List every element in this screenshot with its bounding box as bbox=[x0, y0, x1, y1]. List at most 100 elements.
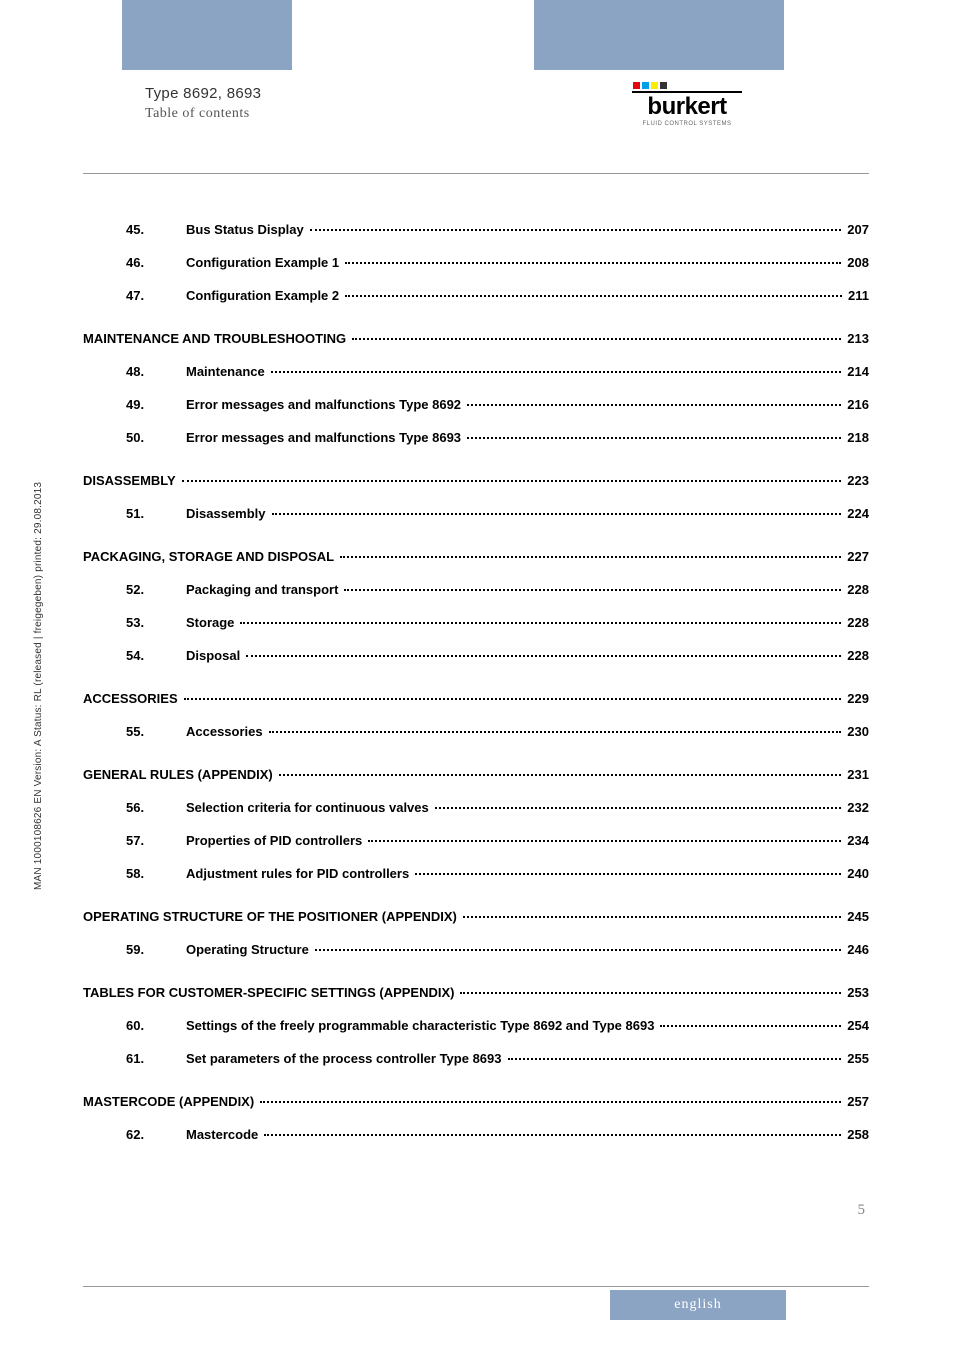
toc-number: 51. bbox=[83, 506, 186, 521]
toc-item[interactable]: 58.Adjustment rules for PID controllers2… bbox=[83, 866, 869, 881]
logo-tagline: FLUID CONTROL SYSTEMS bbox=[632, 121, 742, 127]
toc-number: 46. bbox=[83, 255, 186, 270]
toc-item[interactable]: 62.Mastercode 258 bbox=[83, 1127, 869, 1142]
toc-title: Operating Structure bbox=[186, 942, 313, 957]
toc-number: 47. bbox=[83, 288, 186, 303]
toc-page: 253 bbox=[843, 985, 869, 1000]
header-title: Type 8692, 8693 bbox=[145, 85, 261, 102]
toc-page: 231 bbox=[843, 767, 869, 782]
logo-squares bbox=[633, 82, 742, 89]
toc-leader bbox=[310, 229, 842, 231]
toc-leader bbox=[184, 698, 842, 700]
toc-leader bbox=[467, 404, 841, 406]
toc-title: Disposal bbox=[186, 648, 244, 663]
toc-number: 56. bbox=[83, 800, 186, 815]
toc-leader bbox=[260, 1101, 841, 1103]
toc-title: Configuration Example 2 bbox=[186, 288, 343, 303]
toc-leader bbox=[269, 731, 842, 733]
toc-section[interactable]: PACKAGING, STORAGE AND DISPOSAL 227 bbox=[83, 549, 869, 564]
header-bars bbox=[0, 0, 954, 85]
toc-item[interactable]: 56.Selection criteria for continuous val… bbox=[83, 800, 869, 815]
language-tab: english bbox=[610, 1290, 786, 1320]
toc-item[interactable]: 46.Configuration Example 1208 bbox=[83, 255, 869, 270]
toc-item[interactable]: 45.Bus Status Display207 bbox=[83, 222, 869, 237]
toc-item[interactable]: 51.Disassembly224 bbox=[83, 506, 869, 521]
toc-section[interactable]: MAINTENANCE AND TROUBLESHOOTING213 bbox=[83, 331, 869, 346]
toc-leader bbox=[345, 262, 841, 264]
toc-item[interactable]: 50.Error messages and malfunctions Type … bbox=[83, 430, 869, 445]
toc-section[interactable]: DISASSEMBLY223 bbox=[83, 473, 869, 488]
logo-square-icon bbox=[633, 82, 640, 89]
toc-page: 214 bbox=[843, 364, 869, 379]
toc-title: Bus Status Display bbox=[186, 222, 308, 237]
toc-leader bbox=[279, 774, 842, 776]
toc-item[interactable]: 60.Settings of the freely programmable c… bbox=[83, 1018, 869, 1033]
toc-title: GENERAL RULES (APPENDIX) bbox=[83, 767, 277, 782]
toc-page: 227 bbox=[843, 549, 869, 564]
toc-leader bbox=[508, 1058, 842, 1060]
toc-page: 234 bbox=[843, 833, 869, 848]
toc-title: Settings of the freely programmable char… bbox=[186, 1018, 658, 1033]
logo-text: burkert bbox=[632, 95, 742, 119]
toc-number: 60. bbox=[83, 1018, 186, 1033]
toc-page: 232 bbox=[843, 800, 869, 815]
toc-item[interactable]: 52.Packaging and transport228 bbox=[83, 582, 869, 597]
logo-square-icon bbox=[642, 82, 649, 89]
toc-title: Mastercode bbox=[186, 1127, 262, 1142]
toc-number: 59. bbox=[83, 942, 186, 957]
toc-number: 62. bbox=[83, 1127, 186, 1142]
toc-item[interactable]: 57.Properties of PID controllers234 bbox=[83, 833, 869, 848]
toc-number: 45. bbox=[83, 222, 186, 237]
toc-leader bbox=[345, 295, 842, 297]
toc-item[interactable]: 61.Set parameters of the process control… bbox=[83, 1051, 869, 1066]
toc-title: OPERATING STRUCTURE OF THE POSITIONER (A… bbox=[83, 909, 461, 924]
toc-title: Properties of PID controllers bbox=[186, 833, 366, 848]
toc-section[interactable]: TABLES FOR CUSTOMER-SPECIFIC SETTINGS (A… bbox=[83, 985, 869, 1000]
toc-page: 240 bbox=[843, 866, 869, 881]
toc-title: Adjustment rules for PID controllers bbox=[186, 866, 413, 881]
toc-number: 55. bbox=[83, 724, 186, 739]
toc-section[interactable]: MASTERCODE (APPENDIX) 257 bbox=[83, 1094, 869, 1109]
toc-page: 216 bbox=[843, 397, 869, 412]
toc-title: ACCESSORIES bbox=[83, 691, 182, 706]
toc-section[interactable]: OPERATING STRUCTURE OF THE POSITIONER (A… bbox=[83, 909, 869, 924]
toc-page: 245 bbox=[843, 909, 869, 924]
toc-title: Error messages and malfunctions Type 869… bbox=[186, 397, 465, 412]
toc-page: 257 bbox=[843, 1094, 869, 1109]
toc-item[interactable]: 53.Storage228 bbox=[83, 615, 869, 630]
header-text: Type 8692, 8693 Table of contents bbox=[145, 85, 261, 122]
toc-leader bbox=[182, 480, 842, 482]
toc-page: 218 bbox=[843, 430, 869, 445]
toc-item[interactable]: 59.Operating Structure246 bbox=[83, 942, 869, 957]
toc-title: PACKAGING, STORAGE AND DISPOSAL bbox=[83, 549, 338, 564]
toc-number: 49. bbox=[83, 397, 186, 412]
toc-leader bbox=[264, 1134, 841, 1136]
toc-item[interactable]: 49.Error messages and malfunctions Type … bbox=[83, 397, 869, 412]
toc-title: Selection criteria for continuous valves bbox=[186, 800, 433, 815]
toc-section[interactable]: ACCESSORIES229 bbox=[83, 691, 869, 706]
toc-item[interactable]: 54.Disposal228 bbox=[83, 648, 869, 663]
toc-leader bbox=[240, 622, 841, 624]
toc-item[interactable]: 55.Accessories230 bbox=[83, 724, 869, 739]
toc-section[interactable]: GENERAL RULES (APPENDIX) 231 bbox=[83, 767, 869, 782]
toc-number: 61. bbox=[83, 1051, 186, 1066]
toc-leader bbox=[467, 437, 841, 439]
side-metadata: MAN 1000108626 EN Version: A Status: RL … bbox=[33, 482, 44, 890]
toc-number: 53. bbox=[83, 615, 186, 630]
toc-item[interactable]: 47.Configuration Example 2 211 bbox=[83, 288, 869, 303]
toc-title: Error messages and malfunctions Type 869… bbox=[186, 430, 465, 445]
toc-title: Configuration Example 1 bbox=[186, 255, 343, 270]
toc-item[interactable]: 48.Maintenance214 bbox=[83, 364, 869, 379]
toc-title: Accessories bbox=[186, 724, 267, 739]
toc-leader bbox=[340, 556, 841, 558]
toc-number: 52. bbox=[83, 582, 186, 597]
toc-title: TABLES FOR CUSTOMER-SPECIFIC SETTINGS (A… bbox=[83, 985, 458, 1000]
header-subtitle: Table of contents bbox=[145, 106, 261, 122]
toc-title: Set parameters of the process controller… bbox=[186, 1051, 506, 1066]
toc-leader bbox=[344, 589, 841, 591]
toc-title: MASTERCODE (APPENDIX) bbox=[83, 1094, 258, 1109]
toc-page: 228 bbox=[843, 648, 869, 663]
divider-top bbox=[83, 173, 869, 174]
toc-page: 211 bbox=[844, 288, 869, 303]
toc-page: 258 bbox=[843, 1127, 869, 1142]
